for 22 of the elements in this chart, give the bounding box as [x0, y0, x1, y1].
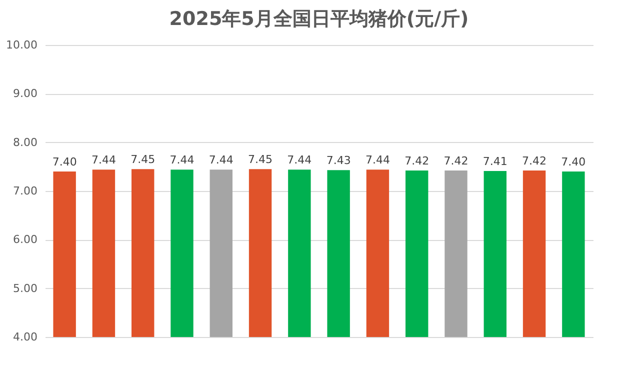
data-label: 7.44 — [208, 154, 234, 167]
data-label: 7.44 — [365, 154, 390, 167]
data-label: 7.45 — [130, 153, 156, 166]
y-tick-label: 10.00 — [6, 38, 38, 52]
data-label: 7.40 — [561, 156, 586, 169]
y-tick-label: 9.00 — [13, 87, 38, 100]
y-tick-label: 4.00 — [13, 330, 38, 344]
data-label: 7.40 — [52, 156, 77, 169]
data-label: 7.44 — [91, 154, 116, 167]
data-label: 7.43 — [326, 154, 351, 168]
data-label: 7.42 — [522, 154, 547, 168]
y-tick-label: 5.00 — [13, 282, 38, 295]
data-label: 7.42 — [404, 154, 430, 168]
data-label: 7.42 — [444, 154, 468, 168]
y-tick-label: 8.00 — [13, 136, 38, 149]
data-label: 7.41 — [482, 155, 508, 168]
data-label: 7.44 — [170, 154, 194, 167]
y-tick-label: 6.00 — [13, 233, 38, 246]
data-label: 7.45 — [248, 153, 273, 166]
data-label: 7.44 — [287, 154, 312, 167]
y-tick-label: 7.00 — [13, 184, 38, 198]
chart-title: 2025年5月全国日平均猪价(元/斤) — [169, 8, 469, 30]
